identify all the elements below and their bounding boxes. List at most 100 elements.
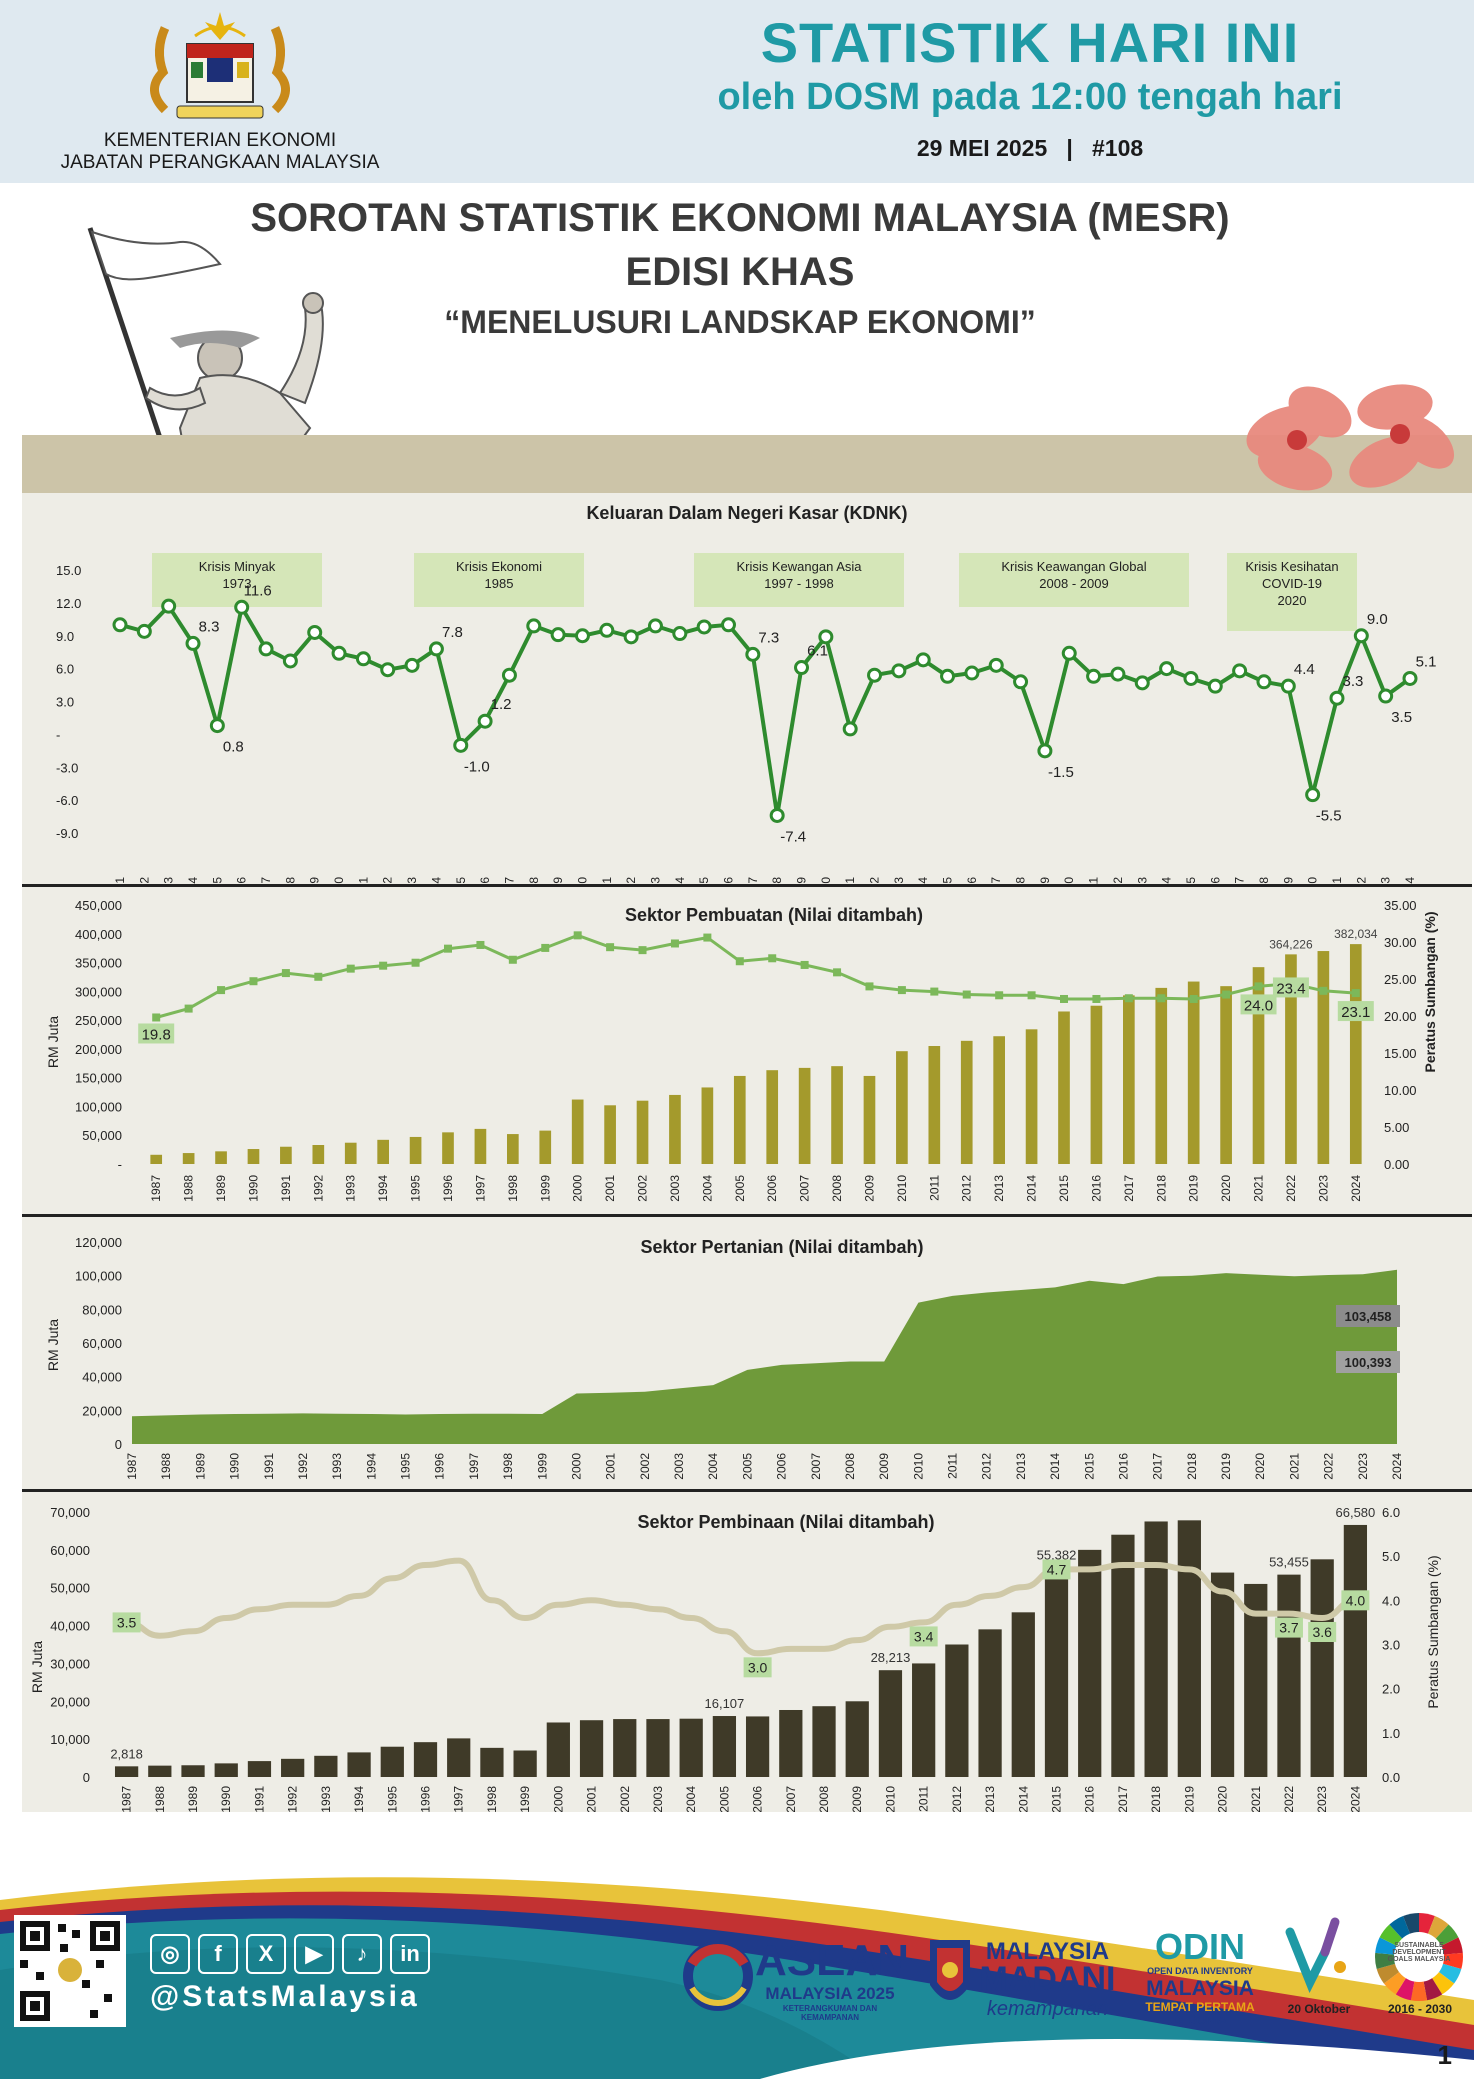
- manufacturing-bar: [766, 1070, 779, 1164]
- x-tick-label: 1990: [246, 1175, 260, 1202]
- madani-line-1: MALAYSIA: [985, 1938, 1110, 1965]
- gdp-point-label: 7.3: [758, 629, 779, 646]
- x-tick-label: 2022: [1354, 877, 1368, 884]
- x-tick-label: 2024: [1348, 1786, 1362, 1812]
- gdp-point-label: 8.3: [199, 618, 220, 635]
- x-tick-label: 2016: [1208, 877, 1222, 884]
- gdp-point: [1305, 787, 1321, 803]
- x-tick-label: 2003: [651, 1786, 665, 1812]
- construction-share-label: 4.0: [1341, 1590, 1370, 1611]
- x-tick-label: 1981: [356, 877, 370, 884]
- svg-text:4.7: 4.7: [1047, 1561, 1067, 1577]
- manufacturing-share-point: [995, 991, 1004, 1000]
- main-title-line-3: “MENELUSURI LANDSKAP EKONOMI”: [444, 304, 1036, 340]
- construction-bar: [214, 1763, 238, 1777]
- manufacturing-bar: [896, 1051, 908, 1164]
- x-tick-label: 1987: [149, 1175, 163, 1202]
- gdp-point-label: 5.1: [1416, 653, 1437, 670]
- x-tick-label: 1989: [186, 1786, 200, 1812]
- construction-bar: [779, 1709, 803, 1777]
- x-tick-label: 1987: [125, 1453, 139, 1480]
- construction-bar-label: 66,580: [1336, 1505, 1376, 1520]
- x-tick-label: 2011: [927, 1175, 941, 1201]
- chart-title: Sektor Pembinaan (Nilai ditambah): [637, 1512, 934, 1532]
- x-tick-label: 2017: [1122, 1175, 1136, 1202]
- date-issue: 29 MEI 2025 | #108: [916, 135, 1144, 161]
- manufacturing-share-label: 23.4: [1272, 977, 1309, 998]
- y2-axis-label: Peratus Sumbangan (%): [1425, 1555, 1441, 1708]
- gdp-point: [1134, 675, 1150, 691]
- gdp-point: [1037, 743, 1053, 759]
- y2-tick-label: 15.00: [1384, 1046, 1417, 1061]
- y2-tick-label: 5.0: [1382, 1549, 1400, 1564]
- x-tick-label: 1971: [113, 877, 127, 884]
- x-tick-label: 2011: [1087, 877, 1101, 884]
- svg-text:3.6: 3.6: [1312, 1624, 1332, 1640]
- gdp-point: [234, 599, 250, 615]
- y2-tick-label: 6.0: [1382, 1505, 1400, 1520]
- manufacturing-bar: [280, 1146, 292, 1164]
- manufacturing-share-point: [962, 990, 971, 999]
- x-tick-label: 1991: [262, 1453, 276, 1480]
- x-tick-label: 1993: [648, 877, 662, 884]
- gdp-point-label: 11.6: [244, 582, 272, 599]
- x-tick-label: 2004: [684, 1786, 698, 1812]
- x-tick-label: 2011: [917, 1786, 931, 1812]
- y2-tick-label: 20.00: [1384, 1009, 1417, 1024]
- gdp-point: [307, 624, 323, 640]
- construction-bar-label: 2,818: [110, 1746, 143, 1761]
- annotation-box: [1227, 553, 1357, 631]
- social-handle[interactable]: @StatsMalaysia: [150, 1980, 420, 2013]
- annotation-text: 1973: [223, 576, 252, 591]
- manufacturing-share-point: [1124, 994, 1133, 1003]
- gdp-point: [867, 667, 883, 683]
- construction-chart: Sektor Pembinaan (Nilai ditambah) RM Jut…: [29, 1505, 1441, 1812]
- x-tick-label: 2009: [1038, 877, 1052, 884]
- manufacturing-share-point: [444, 944, 452, 953]
- gdp-point-label: -5.5: [1316, 808, 1342, 825]
- gdp-point: [1378, 688, 1394, 704]
- y2-tick-label: 1.0: [1382, 1726, 1400, 1741]
- manufacturing-chart: Sektor Pembuatan (Nilai ditambah) RM Jut…: [45, 898, 1438, 1202]
- svg-text:3.4: 3.4: [914, 1628, 934, 1644]
- manufacturing-share-point: [379, 961, 388, 970]
- gdp-point: [696, 619, 712, 635]
- svg-text:103,458: 103,458: [1345, 1309, 1392, 1324]
- x-tick-label: 2014: [1025, 1175, 1039, 1202]
- x-tick-label: 2008: [1014, 877, 1028, 884]
- x-tick-label: 1997: [746, 877, 760, 884]
- manufacturing-share-point: [1027, 991, 1036, 1000]
- x-tick-label: 1985: [454, 877, 468, 884]
- panel-divider-3: [22, 1489, 1472, 1492]
- y-axis-label: RM Juta: [45, 1319, 61, 1371]
- gdp-point-label: -1.5: [1048, 764, 1074, 781]
- y-tick-label: 250,000: [75, 1013, 122, 1028]
- youtube-icon[interactable]: ▶: [294, 1934, 334, 1974]
- x-tick-label: 1994: [364, 1453, 378, 1480]
- linkedin-icon[interactable]: in: [390, 1934, 430, 1974]
- x-icon[interactable]: X: [246, 1934, 286, 1974]
- x-tick-label: 2013: [992, 1175, 1006, 1202]
- instagram-icon[interactable]: ◎: [150, 1934, 190, 1974]
- construction-bar: [513, 1750, 537, 1777]
- x-tick-label: 2016: [1116, 1453, 1130, 1480]
- construction-bar: [413, 1742, 438, 1777]
- facebook-icon[interactable]: f: [198, 1934, 238, 1974]
- manufacturing-bar-label: 382,034: [1334, 927, 1378, 941]
- x-tick-label: 2000: [551, 1786, 565, 1812]
- y-tick-label: 9.0: [56, 629, 74, 644]
- tiktok-icon[interactable]: ♪: [342, 1934, 382, 1974]
- gdp-point: [623, 629, 639, 645]
- x-tick-label: 1996: [721, 877, 735, 884]
- x-tick-label: 2015: [1082, 1453, 1096, 1480]
- construction-bar: [281, 1758, 305, 1777]
- manufacturing-share-point: [314, 972, 323, 981]
- x-tick-label: 1998: [506, 1175, 520, 1202]
- construction-bar: [1244, 1583, 1268, 1777]
- manufacturing-bar: [993, 1036, 1005, 1164]
- gdp-point-label: -7.4: [780, 828, 806, 845]
- x-tick-label: 2012: [960, 1175, 974, 1202]
- y2-tick-label: 2.0: [1382, 1682, 1400, 1697]
- y2-tick-label: 35.00: [1384, 898, 1417, 913]
- y2-tick-label: 0.00: [1384, 1157, 1409, 1172]
